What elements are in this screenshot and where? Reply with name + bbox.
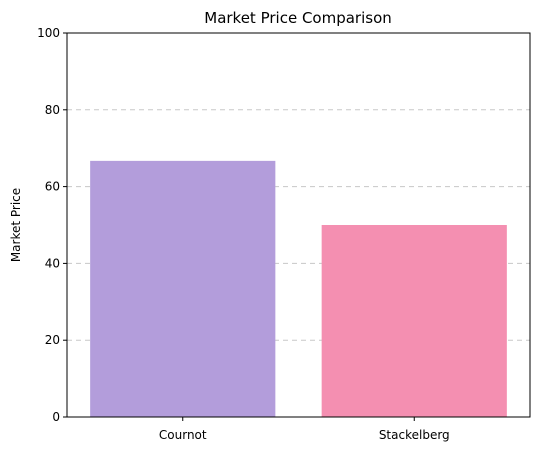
plot-frame bbox=[66, 32, 531, 418]
y-tick-label: 60 bbox=[45, 180, 60, 194]
y-tick-label: 100 bbox=[37, 26, 60, 40]
bars bbox=[90, 160, 507, 417]
chart-title: Market Price Comparison bbox=[204, 9, 392, 27]
bar-cournot bbox=[90, 160, 276, 417]
y-tick-label: 20 bbox=[45, 333, 60, 347]
y-axis-label: Market Price bbox=[9, 188, 23, 262]
x-tick-label: Stackelberg bbox=[379, 428, 450, 442]
y-axis-ticks: 0 20 40 60 80 100 bbox=[37, 26, 67, 424]
y-tick-label: 0 bbox=[52, 410, 60, 424]
y-tick-label: 80 bbox=[45, 103, 60, 117]
y-tick-label: 40 bbox=[45, 256, 60, 270]
bar-stackelberg bbox=[321, 225, 507, 417]
x-tick-label: Cournot bbox=[159, 428, 207, 442]
x-axis-ticks: Cournot Stackelberg bbox=[159, 417, 450, 442]
